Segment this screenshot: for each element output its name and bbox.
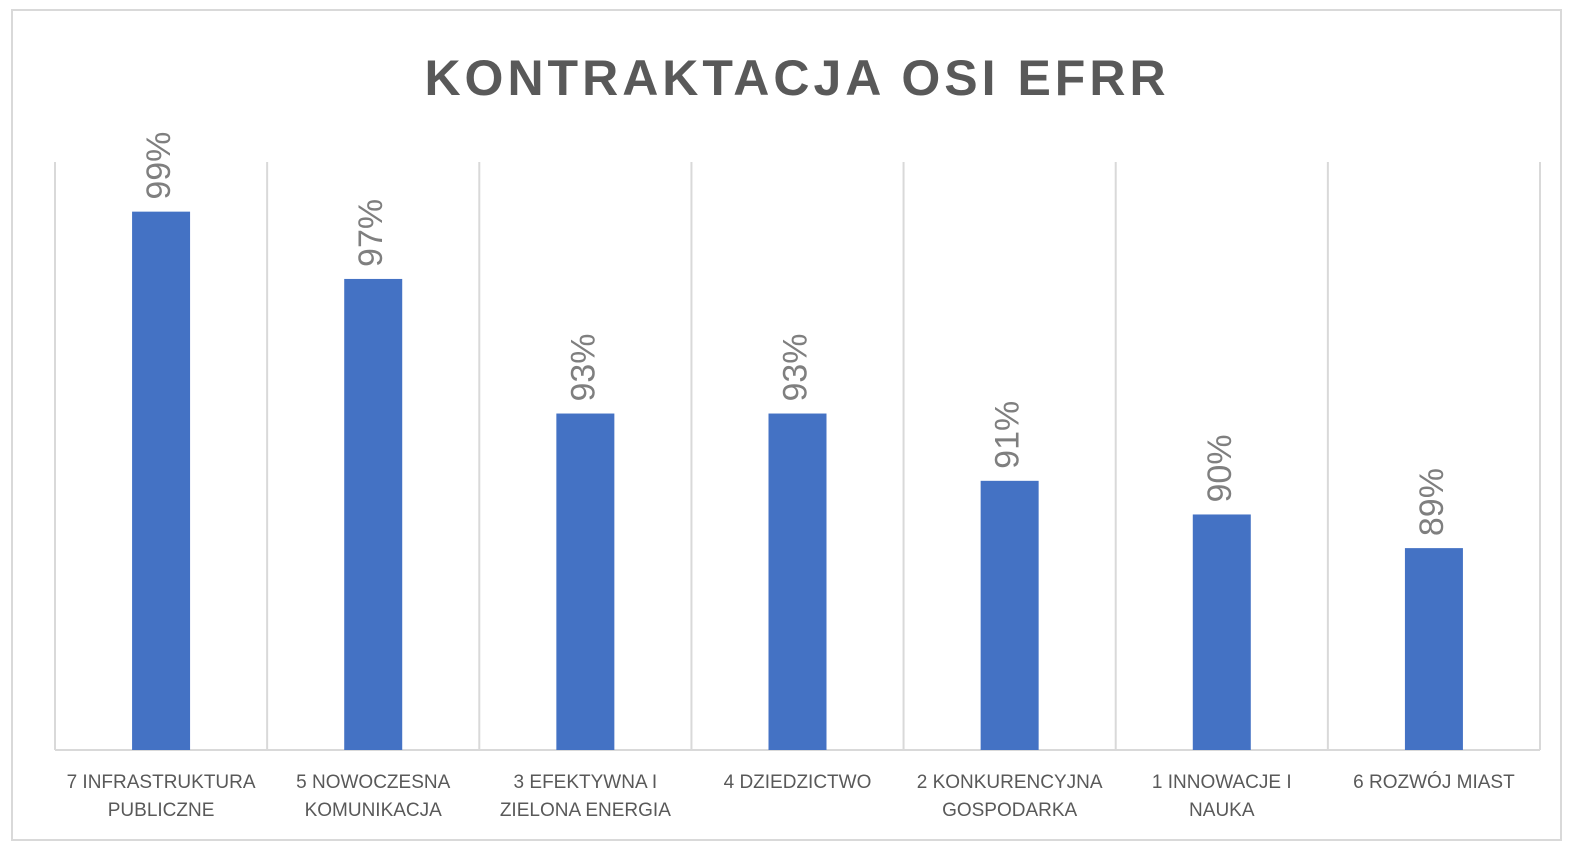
x-tick-label: 3 EFEKTYWNA I <box>514 772 658 793</box>
x-tick-label: PUBLICZNE <box>108 800 215 821</box>
x-tick-label: KOMUNIKACJA <box>305 800 443 821</box>
bar <box>132 211 191 750</box>
chart-title: KONTRAKTACJA OSI EFRR <box>424 50 1169 106</box>
value-label: 90% <box>1201 434 1239 502</box>
x-tick-label: 2 KONKURENCYJNA <box>917 772 1103 793</box>
value-label: 91% <box>989 401 1027 469</box>
bar <box>344 278 403 750</box>
value-label: 93% <box>564 333 602 401</box>
x-tick-label: 5 NOWOCZESNA <box>296 772 450 793</box>
x-tick-label: 1 INNOWACJE I <box>1152 772 1292 793</box>
x-tick-label: NAUKA <box>1189 800 1255 821</box>
value-label: 97% <box>352 199 390 267</box>
x-tick-label: 7 INFRASTRUKTURA <box>67 772 256 793</box>
bar <box>1192 514 1251 750</box>
bar <box>556 413 615 750</box>
x-tick-label: GOSPODARKA <box>942 800 1077 821</box>
x-tick-label: 6 ROZWÓJ MIAST <box>1353 771 1515 793</box>
bar <box>980 480 1039 750</box>
x-tick-label: ZIELONA ENERGIA <box>500 800 671 821</box>
bar <box>768 413 827 750</box>
value-label: 89% <box>1413 468 1451 536</box>
bar <box>1404 548 1463 750</box>
value-label: 93% <box>776 333 814 401</box>
value-label: 99% <box>140 132 178 200</box>
x-tick-label: 4 DZIEDZICTWO <box>724 772 872 793</box>
